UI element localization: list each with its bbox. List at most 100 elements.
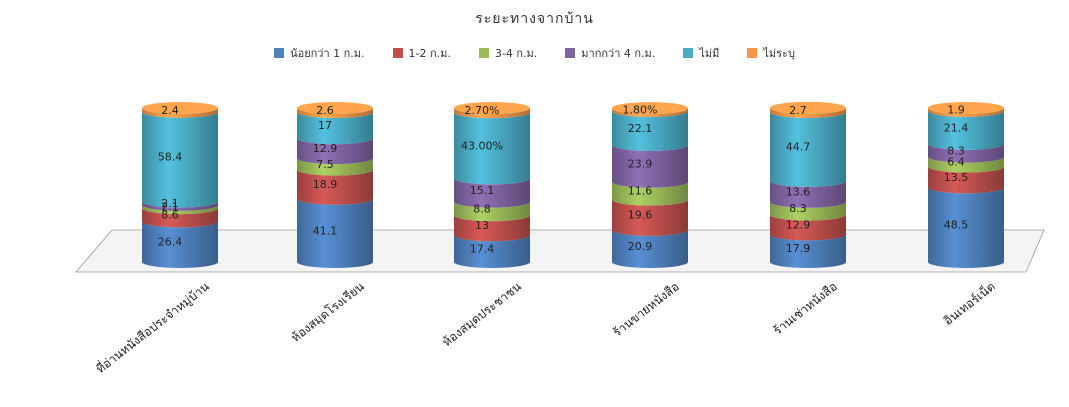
data-label: 48.5 bbox=[944, 219, 969, 232]
category-label: ที่อ่านหนังสือประจำหมู่บ้าน bbox=[92, 278, 212, 377]
legend-label: น้อยกว่า 1 ก.ม. bbox=[290, 47, 365, 60]
bar-segment bbox=[297, 158, 373, 176]
bar-top-cap bbox=[297, 102, 373, 114]
bar-segment bbox=[770, 112, 846, 187]
bar-segment bbox=[454, 235, 530, 268]
bar-segment bbox=[297, 198, 373, 268]
bar-segment bbox=[142, 108, 218, 118]
category-label: ห้องสมุดประชาชน bbox=[440, 279, 525, 350]
bar-segment bbox=[770, 214, 846, 241]
category-group: 26.48.62.12.158.42.4 bbox=[142, 102, 218, 268]
data-label: 23.9 bbox=[628, 157, 653, 170]
data-label: 41.1 bbox=[313, 224, 338, 237]
legend-label: ไม่ระบุ bbox=[763, 47, 795, 60]
data-label: 8.3 bbox=[789, 202, 807, 215]
legend-swatch bbox=[565, 48, 576, 58]
bar-segment bbox=[297, 169, 373, 205]
data-label: 2.1 bbox=[161, 197, 179, 210]
bar-segment bbox=[612, 110, 688, 151]
category-group: 41.1 18.9 7.5 12.9 17 2.6 bbox=[297, 102, 373, 268]
data-label: 6.4 bbox=[947, 156, 965, 169]
data-label: 12.9 bbox=[786, 219, 811, 232]
data-label: 58.4 bbox=[158, 151, 183, 164]
data-label: 17 bbox=[318, 119, 332, 132]
data-label: 43.00% bbox=[461, 139, 503, 152]
legend-swatch bbox=[478, 48, 489, 58]
data-label: 26.4 bbox=[158, 236, 183, 249]
legend-item: ไม่มี bbox=[683, 44, 719, 62]
bar-segment bbox=[612, 181, 688, 206]
category-group: 17.4 13 8.8 15.1 43.00% 2.70% bbox=[454, 102, 530, 268]
bar-top-cap bbox=[142, 102, 218, 114]
legend-label: ไม่มี bbox=[699, 47, 720, 60]
data-label: 12.9 bbox=[313, 142, 338, 155]
legend-item: 1-2 ก.ม. bbox=[392, 44, 451, 62]
bar-segment bbox=[928, 156, 1004, 173]
data-label: 15.1 bbox=[470, 184, 495, 197]
bar-top-cap bbox=[928, 102, 1004, 114]
data-label: 1.80% bbox=[623, 104, 658, 117]
bar-segment bbox=[454, 178, 530, 208]
bar-segment bbox=[297, 112, 373, 145]
data-label: 8.8 bbox=[473, 202, 491, 215]
data-label: 18.9 bbox=[313, 178, 338, 191]
bar-segment bbox=[612, 144, 688, 188]
bar-segment bbox=[770, 234, 846, 268]
category-label: ห้องสมุดโรงเรียน bbox=[288, 279, 367, 345]
legend-label: มากกว่า 4 ก.ม. bbox=[581, 47, 656, 60]
bar-segment bbox=[770, 201, 846, 221]
data-label: 2.1 bbox=[161, 200, 179, 213]
bar-segment bbox=[454, 201, 530, 222]
bar-segment bbox=[928, 143, 1004, 163]
bar-segment bbox=[142, 204, 218, 215]
data-label: 13.6 bbox=[786, 185, 811, 198]
data-label: 7.5 bbox=[316, 158, 334, 171]
category-label: อินเทอร์เน็ต bbox=[940, 279, 997, 328]
data-label: 2.7 bbox=[789, 104, 807, 117]
data-label: 2.6 bbox=[316, 104, 334, 117]
legend-label: 1-2 ก.ม. bbox=[408, 47, 451, 60]
legend-item: น้อยกว่า 1 ก.ม. bbox=[274, 44, 365, 62]
category-group: 17.9 12.9 8.3 13.6 44.7 2.7 bbox=[770, 101, 846, 268]
legend-swatch bbox=[392, 48, 403, 58]
bar-segment bbox=[612, 108, 688, 117]
chart-legend: น้อยกว่า 1 ก.ม. 1-2 ก.ม. 3-4 ก.ม. มากกว่า 4… bbox=[0, 44, 1069, 62]
bar-segment bbox=[928, 166, 1004, 194]
data-label: 44.7 bbox=[786, 140, 811, 153]
bar-segment bbox=[454, 112, 530, 185]
bar-segment bbox=[770, 180, 846, 208]
bar-segment bbox=[142, 221, 218, 268]
data-label: 17.4 bbox=[470, 243, 495, 256]
legend-label: 3-4 ก.ม. bbox=[494, 47, 538, 60]
data-label: 13.5 bbox=[944, 171, 969, 184]
data-label: 8.6 bbox=[161, 209, 179, 222]
bar-segment bbox=[928, 110, 1004, 150]
bar-segment bbox=[454, 108, 530, 119]
data-label: 20.9 bbox=[628, 240, 653, 253]
data-label: 17.9 bbox=[786, 242, 811, 255]
bar-segment bbox=[142, 111, 218, 208]
bar-segment bbox=[297, 108, 373, 118]
data-label: 21.4 bbox=[944, 121, 969, 134]
data-label: 22.1 bbox=[628, 122, 653, 135]
legend-swatch bbox=[747, 48, 758, 58]
bar-segment bbox=[454, 215, 530, 242]
bar-segment bbox=[928, 187, 1004, 268]
chart-title: ระยะทางจากบ้าน bbox=[475, 11, 594, 27]
bar-segment bbox=[770, 107, 846, 119]
legend-swatch bbox=[683, 48, 694, 58]
legend-item: มากกว่า 4 ก.ม. bbox=[565, 44, 655, 62]
data-label: 2.70% bbox=[465, 104, 500, 117]
data-label: 8.3 bbox=[947, 144, 965, 157]
bar-top-cap bbox=[454, 102, 530, 114]
category-group: 20.9 19.6 11.6 23.9 22.1 1.80% bbox=[612, 102, 688, 268]
bar-top-cap bbox=[612, 102, 688, 115]
data-label: 19.6 bbox=[628, 209, 653, 222]
bar-segment bbox=[928, 108, 1004, 117]
data-label: 13 bbox=[475, 219, 489, 232]
bar-segment bbox=[612, 229, 688, 268]
category-label: ร้านเช่าหนังสือ bbox=[771, 279, 840, 337]
data-label: 1.9 bbox=[947, 103, 965, 116]
